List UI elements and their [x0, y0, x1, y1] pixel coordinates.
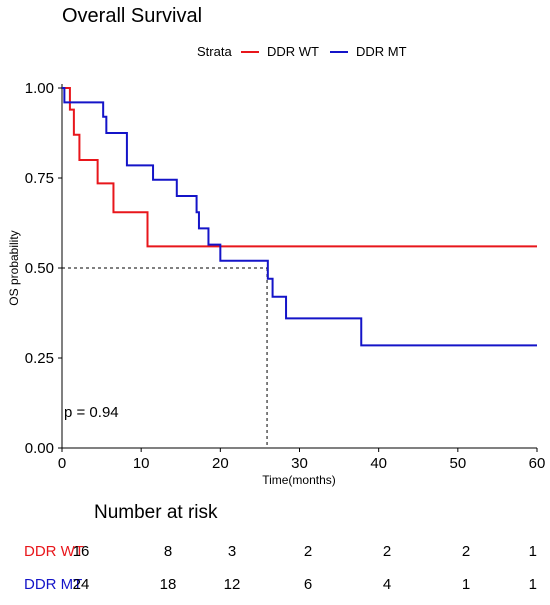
legend-title: Strata: [197, 44, 232, 59]
plot-area: 0.00 0.25 0.50 0.75 1.00 0 10 20 30 40 50 60: [25, 80, 546, 472]
legend-items: DDR WT DDR MT: [241, 44, 407, 59]
x-tick-label: 40: [370, 455, 387, 472]
risk-cell: 4: [383, 576, 391, 593]
p-value-annotation: p = 0.94: [64, 404, 119, 421]
y-tick-label: 0.75: [25, 170, 54, 187]
risk-cell: 24: [73, 576, 90, 593]
risk-cell: 2: [383, 543, 391, 560]
y-tick-label: 0.25: [25, 350, 54, 367]
y-tick-label: 0.50: [25, 260, 54, 277]
y-tick-label: 0.00: [25, 440, 54, 457]
risk-cell: 2: [462, 543, 470, 560]
x-tick-label: 10: [133, 455, 150, 472]
x-tick-label: 60: [529, 455, 546, 472]
risk-cell: 16: [73, 543, 90, 560]
risk-cell: 12: [224, 576, 241, 593]
x-axis-label: Time(months): [262, 473, 336, 487]
risk-cell: 18: [160, 576, 177, 593]
legend-label: DDR WT: [267, 44, 319, 59]
risk-cell: 1: [462, 576, 470, 593]
legend-label: DDR MT: [356, 44, 407, 59]
legend: Strata DDR WT DDR MT: [197, 44, 407, 59]
x-tick-label: 30: [291, 455, 308, 472]
survival-curve-ddr-mt: [62, 87, 537, 347]
risk-cell: 6: [304, 576, 312, 593]
risk-cell: 3: [228, 543, 236, 560]
y-axis-label: OS probability: [7, 230, 21, 305]
risk-row-label: DDR MT: [24, 576, 82, 593]
risk-row-label: DDR WT: [24, 543, 84, 560]
y-tick-label: 1.00: [25, 80, 54, 97]
x-tick-label: 50: [449, 455, 466, 472]
risk-cell: 8: [164, 543, 172, 560]
risk-cell: 2: [304, 543, 312, 560]
chart-title: Overall Survival: [62, 5, 202, 27]
x-tick-label: 0: [58, 455, 66, 472]
risk-table-title: Number at risk: [94, 502, 218, 523]
x-tick-label: 20: [212, 455, 229, 472]
survival-curve-ddr-wt: [62, 87, 537, 248]
risk-cell: 1: [529, 576, 537, 593]
risk-cell: 1: [529, 543, 537, 560]
